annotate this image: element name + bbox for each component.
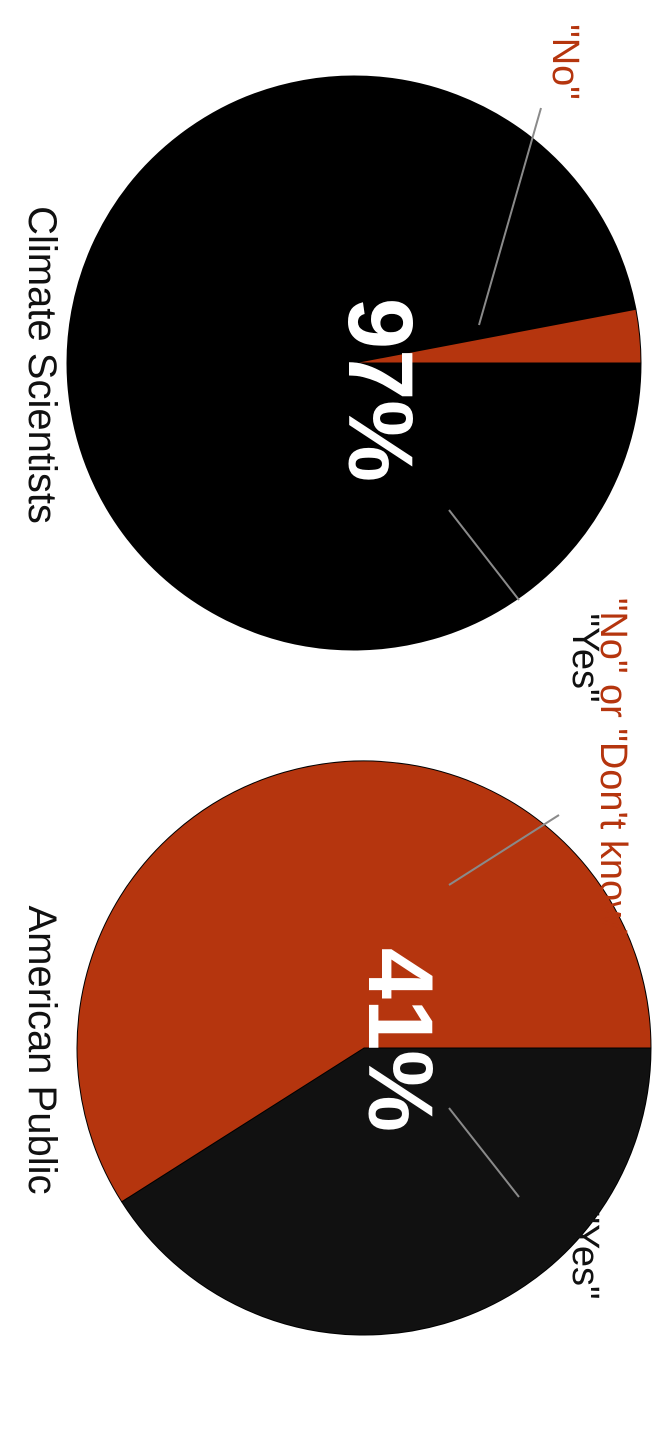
chart-title: American Public [20, 905, 64, 1194]
pie-climate-scientists [66, 75, 642, 651]
slice-label-no: "No" [544, 24, 586, 100]
leader-line-yes [448, 509, 520, 601]
percent-label: 41% [349, 948, 451, 1132]
pie-slice-no [353, 308, 642, 364]
leader-line-yes [448, 1107, 520, 1198]
leader-line-no [448, 814, 560, 886]
pie-slice-yes [120, 1047, 652, 1336]
chart-american-public: American Public 41% "Yes" "No" or "Don't… [20, 598, 652, 1336]
slice-label-no-line-1: "No" or "Don't know" [592, 598, 634, 942]
chart-climate-scientists: Climate Scientists 97% "Yes" "No" [20, 24, 642, 703]
slice-label-yes: "Yes" [564, 614, 606, 703]
slice-label-no-part-1: "No" or "Don't know" [592, 598, 634, 942]
chart-title: Climate Scientists [20, 206, 64, 524]
slice-label-yes: "Yes" [564, 1211, 606, 1300]
leader-line-no [478, 107, 542, 326]
pie-american-public [76, 760, 652, 1336]
pie-slice-no [76, 760, 652, 1203]
percent-label: 97% [329, 298, 431, 482]
